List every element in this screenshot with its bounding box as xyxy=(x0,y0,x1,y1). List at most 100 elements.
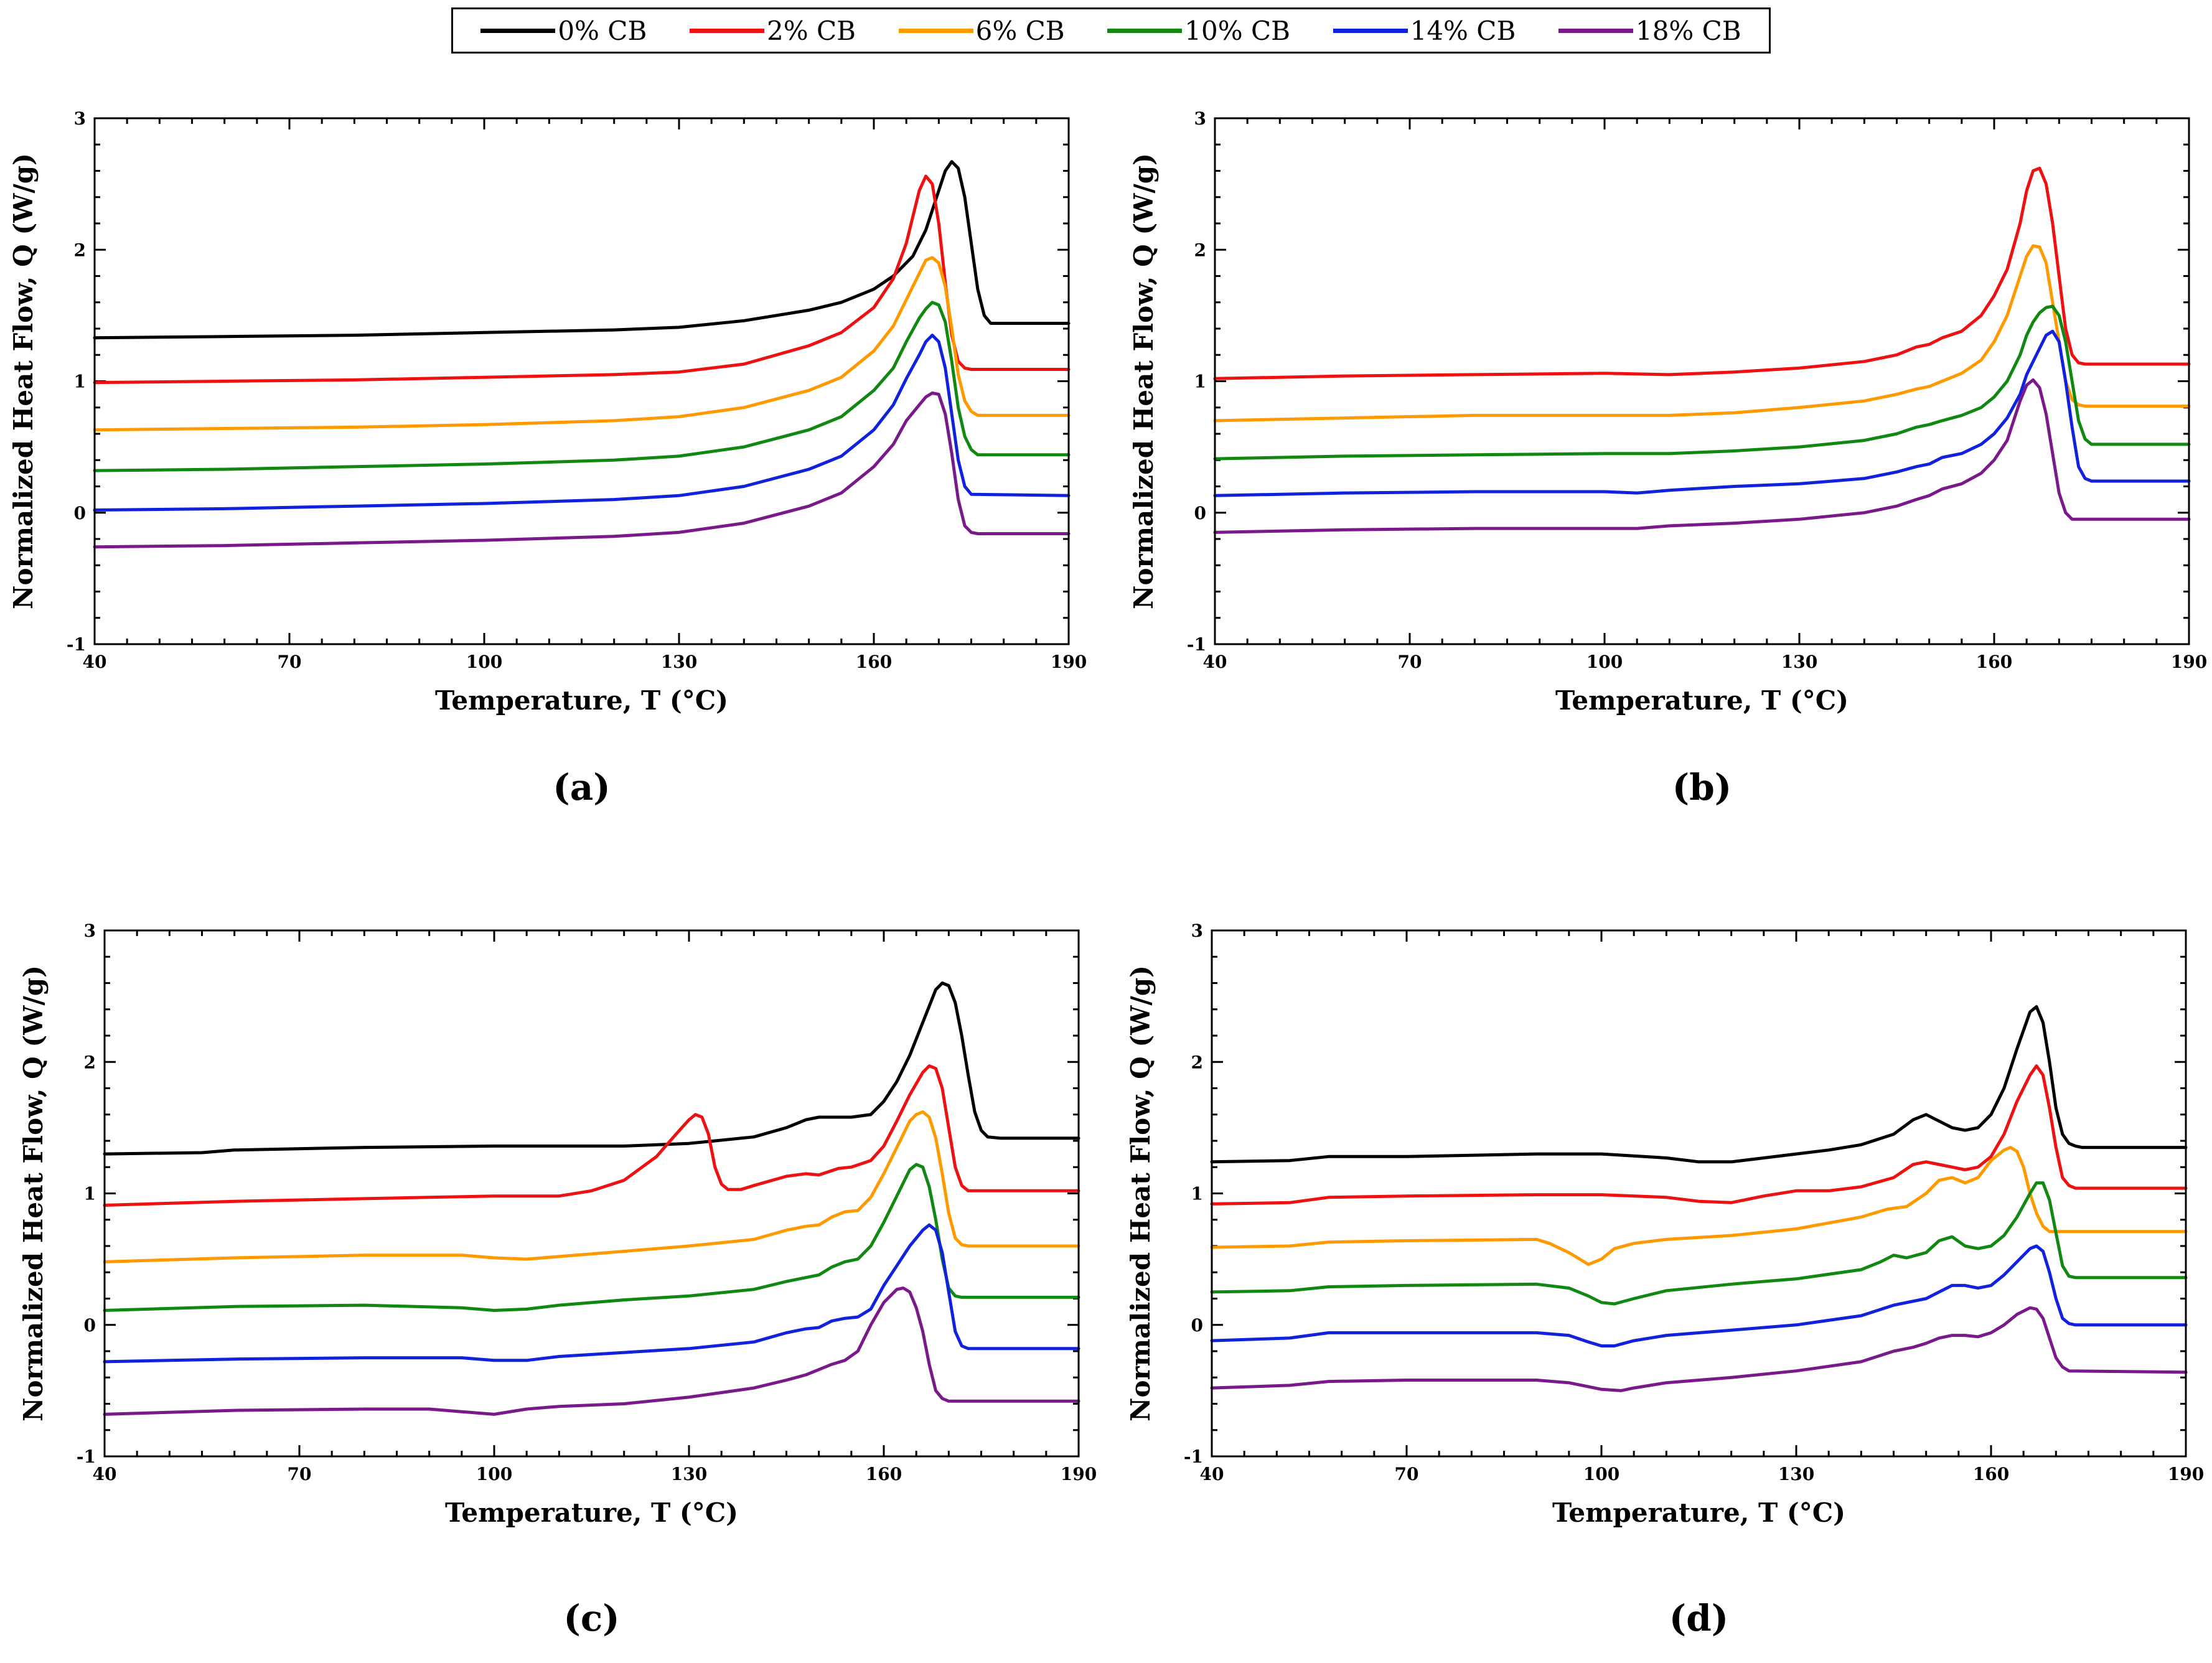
x-tick-label: 40 xyxy=(1203,652,1227,672)
chart-panel-d: 40 70 100 130 160 190 -1 0 1 2 3 Temperature, T (°C… xyxy=(1106,896,2212,1663)
legend-item: 18% CB xyxy=(1558,16,1741,46)
plot-frame xyxy=(1214,117,2190,645)
series-line-6pct-cb xyxy=(1210,1146,2188,1267)
y-axis-label: Normalized Heat Flow, Q (W/g) xyxy=(8,153,39,609)
y-tick-label: 3 xyxy=(84,921,96,941)
x-tick-label: 190 xyxy=(2168,1464,2204,1484)
y-tick-label: 3 xyxy=(74,108,86,129)
legend-item: 0% CB xyxy=(480,16,647,46)
chart-svg: 40 70 100 130 160 190 -1 0 1 2 3 Temperature, T (°C… xyxy=(8,108,1087,808)
series-line-14pct-cb xyxy=(103,1223,1080,1364)
series-line-10pct-cb xyxy=(1213,304,2191,461)
y-axis-label: Normalized Heat Flow, Q (W/g) xyxy=(1125,965,1156,1422)
chart-panel-c: 40 70 100 130 160 190 -1 0 1 2 3 Temperature, T (°C… xyxy=(0,896,1106,1663)
legend-swatch xyxy=(480,28,556,33)
series-line-6pct-cb xyxy=(1213,244,2191,423)
x-axis-label: Temperature, T (°C) xyxy=(435,685,728,716)
x-tick-label: 100 xyxy=(476,1464,512,1484)
x-tick-label: 160 xyxy=(1973,1464,2009,1484)
series-line-14pct-cb xyxy=(1210,1244,2188,1347)
series-line-0pct-cb xyxy=(103,981,1080,1156)
series-line-18pct-cb xyxy=(1210,1306,2188,1392)
x-tick-label: 130 xyxy=(1781,652,1817,672)
y-tick-label: 0 xyxy=(74,503,86,523)
x-tick-label: 160 xyxy=(856,652,892,672)
x-axis-label: Temperature, T (°C) xyxy=(1555,685,1849,716)
x-tick-label: 40 xyxy=(83,652,107,672)
x-tick-label: 130 xyxy=(661,652,697,672)
y-tick-label: 2 xyxy=(74,240,86,260)
x-tick-label: 70 xyxy=(278,652,302,672)
panel-caption: (d) xyxy=(1669,1597,1728,1639)
legend-item: 2% CB xyxy=(689,16,856,46)
series-line-2pct-cb xyxy=(103,1064,1080,1207)
x-tick-label: 130 xyxy=(671,1464,707,1484)
y-tick-label: 3 xyxy=(1191,921,1203,941)
y-tick-label: 0 xyxy=(84,1315,96,1336)
legend: 0% CB 2% CB 6% CB 10% CB 14% CB 18% CB xyxy=(451,7,1771,54)
x-tick-label: 70 xyxy=(288,1464,312,1484)
y-tick-label: 2 xyxy=(1191,1052,1203,1072)
legend-swatch xyxy=(1558,28,1633,33)
series-line-6pct-cb xyxy=(103,1110,1080,1263)
series-line-18pct-cb xyxy=(1213,378,2191,534)
x-tick-label: 190 xyxy=(2171,652,2207,672)
x-axis-label: Temperature, T (°C) xyxy=(445,1497,738,1528)
x-tick-label: 100 xyxy=(1586,652,1623,672)
panel-caption: (c) xyxy=(563,1597,619,1639)
series-line-14pct-cb xyxy=(93,334,1071,512)
series-line-10pct-cb xyxy=(1210,1181,2188,1306)
chart-panel-a: 40 70 100 130 160 190 -1 0 1 2 3 Temperature, T (°C… xyxy=(0,84,1106,846)
legend-swatch xyxy=(689,28,764,33)
x-tick-label: 190 xyxy=(1051,652,1087,672)
panel-caption: (a) xyxy=(553,766,610,808)
y-tick-label: 2 xyxy=(84,1052,96,1072)
series-line-14pct-cb xyxy=(1213,329,2191,497)
y-tick-label: 1 xyxy=(84,1184,96,1204)
series-line-0pct-cb xyxy=(1210,1005,2188,1164)
legend-swatch xyxy=(898,28,973,33)
x-tick-label: 40 xyxy=(93,1464,117,1484)
series-line-10pct-cb xyxy=(103,1163,1080,1312)
panel-caption: (b) xyxy=(1672,766,1732,808)
y-tick-label: 1 xyxy=(1191,1184,1203,1204)
y-tick-label: -1 xyxy=(1184,1446,1203,1467)
chart-svg: 40 70 100 130 160 190 -1 0 1 2 3 Temperature, T (°C… xyxy=(1125,921,2204,1639)
chart-panel-b: 40 70 100 130 160 190 -1 0 1 2 3 Temperature, T (°C… xyxy=(1106,84,2212,846)
series-line-10pct-cb xyxy=(93,301,1071,472)
x-tick-label: 40 xyxy=(1200,1464,1224,1484)
y-tick-label: -1 xyxy=(1187,634,1206,655)
series-line-6pct-cb xyxy=(93,256,1071,432)
legend-label: 10% CB xyxy=(1184,15,1290,46)
x-tick-label: 160 xyxy=(1976,652,2012,672)
x-tick-label: 160 xyxy=(866,1464,902,1484)
legend-swatch xyxy=(1333,28,1408,33)
legend-label: 14% CB xyxy=(1410,15,1516,46)
legend-label: 18% CB xyxy=(1635,15,1741,46)
y-tick-label: 2 xyxy=(1194,240,1206,260)
y-tick-label: 0 xyxy=(1194,503,1206,523)
chart-svg: 40 70 100 130 160 190 -1 0 1 2 3 Temperature, T (°C… xyxy=(18,921,1097,1639)
x-tick-label: 100 xyxy=(1583,1464,1619,1484)
plot-frame xyxy=(93,117,1070,645)
legend-label: 0% CB xyxy=(558,15,647,46)
x-tick-label: 70 xyxy=(1398,652,1422,672)
plot-frame xyxy=(1211,929,2187,1458)
y-tick-label: 1 xyxy=(74,372,86,392)
series-line-2pct-cb xyxy=(1210,1064,2188,1206)
series-line-0pct-cb xyxy=(93,160,1071,340)
legend-swatch xyxy=(1107,28,1183,33)
x-tick-label: 70 xyxy=(1395,1464,1419,1484)
legend-item: 6% CB xyxy=(898,16,1065,46)
series-line-18pct-cb xyxy=(93,391,1071,549)
chart-svg: 40 70 100 130 160 190 -1 0 1 2 3 Temperature, T (°C… xyxy=(1128,108,2207,808)
y-tick-label: 0 xyxy=(1191,1315,1203,1336)
x-axis-label: Temperature, T (°C) xyxy=(1552,1497,1845,1528)
y-axis-label: Normalized Heat Flow, Q (W/g) xyxy=(18,965,49,1422)
y-tick-label: -1 xyxy=(77,1446,96,1467)
x-tick-label: 100 xyxy=(466,652,502,672)
y-axis-label: Normalized Heat Flow, Q (W/g) xyxy=(1128,153,1159,609)
plot-frame xyxy=(103,929,1080,1458)
series-line-18pct-cb xyxy=(103,1286,1080,1416)
y-tick-label: 1 xyxy=(1194,372,1206,392)
